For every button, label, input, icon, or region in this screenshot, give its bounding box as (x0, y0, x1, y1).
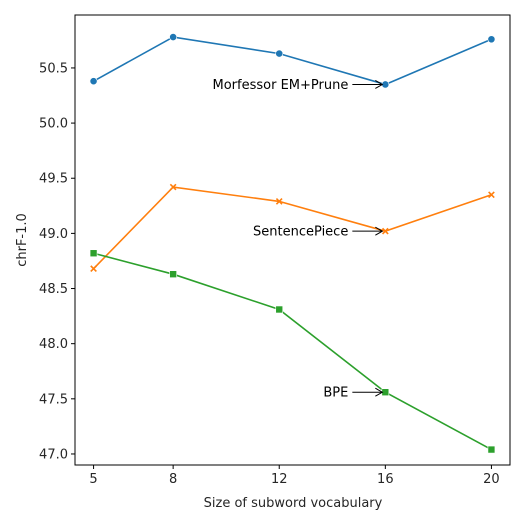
data-point (169, 270, 177, 278)
data-point (169, 33, 178, 41)
annotation: BPE (323, 386, 384, 401)
data-point (275, 305, 284, 314)
annotation-arrow-head (375, 226, 384, 236)
y-axis-title: chrF-1.0 (15, 213, 30, 267)
y-tick-label: 50.0 (39, 117, 68, 132)
annotation: SentencePiece (253, 225, 384, 240)
annotation-label: Morfessor EM+Prune (213, 78, 349, 93)
y-tick-label: 47.0 (39, 447, 68, 462)
annotation-label: SentencePiece (253, 225, 348, 240)
data-point (89, 249, 98, 258)
data-point (275, 49, 284, 58)
data-point (275, 198, 283, 205)
plot-frame (74, 14, 511, 466)
x-tick-label: 20 (483, 472, 500, 487)
x-axis: 5 8 12 16 20 (89, 465, 500, 487)
data-point (169, 183, 177, 191)
annotation: Morfessor EM+Prune (213, 78, 384, 93)
data-point (487, 35, 496, 44)
y-tick-label: 47.5 (39, 392, 68, 407)
annotation-arrow-head (375, 80, 384, 89)
series-3 (89, 249, 496, 454)
plot-area (74, 14, 511, 466)
y-tick-label: 48.5 (39, 282, 68, 297)
annotation-layer: Morfessor EM+Prune SentencePiece BPE (213, 78, 384, 401)
data-point (89, 77, 98, 86)
data-point (90, 265, 97, 273)
series-layer (89, 33, 496, 454)
series-1 (89, 33, 496, 89)
y-tick-label: 49.5 (39, 172, 68, 187)
y-tick-label: 50.5 (39, 61, 68, 76)
series-2 (90, 183, 495, 273)
annotation-label: BPE (323, 386, 348, 401)
y-tick-label: 49.0 (39, 227, 68, 242)
y-axis: 47.0 47.5 48.0 48.5 49.0 49.5 50.0 50.5 (39, 61, 75, 462)
data-point (487, 445, 496, 454)
data-point (488, 191, 495, 199)
annotation-arrow-head (375, 387, 384, 397)
series-line (93, 252, 492, 451)
y-tick-label: 48.0 (39, 337, 68, 352)
x-tick-label: 12 (271, 472, 288, 487)
x-tick-label: 16 (377, 472, 394, 487)
x-axis-title: Size of subword vocabulary (204, 496, 383, 511)
x-tick-label: 8 (169, 472, 177, 487)
data-point (381, 227, 389, 235)
x-tick-label: 5 (89, 472, 97, 487)
